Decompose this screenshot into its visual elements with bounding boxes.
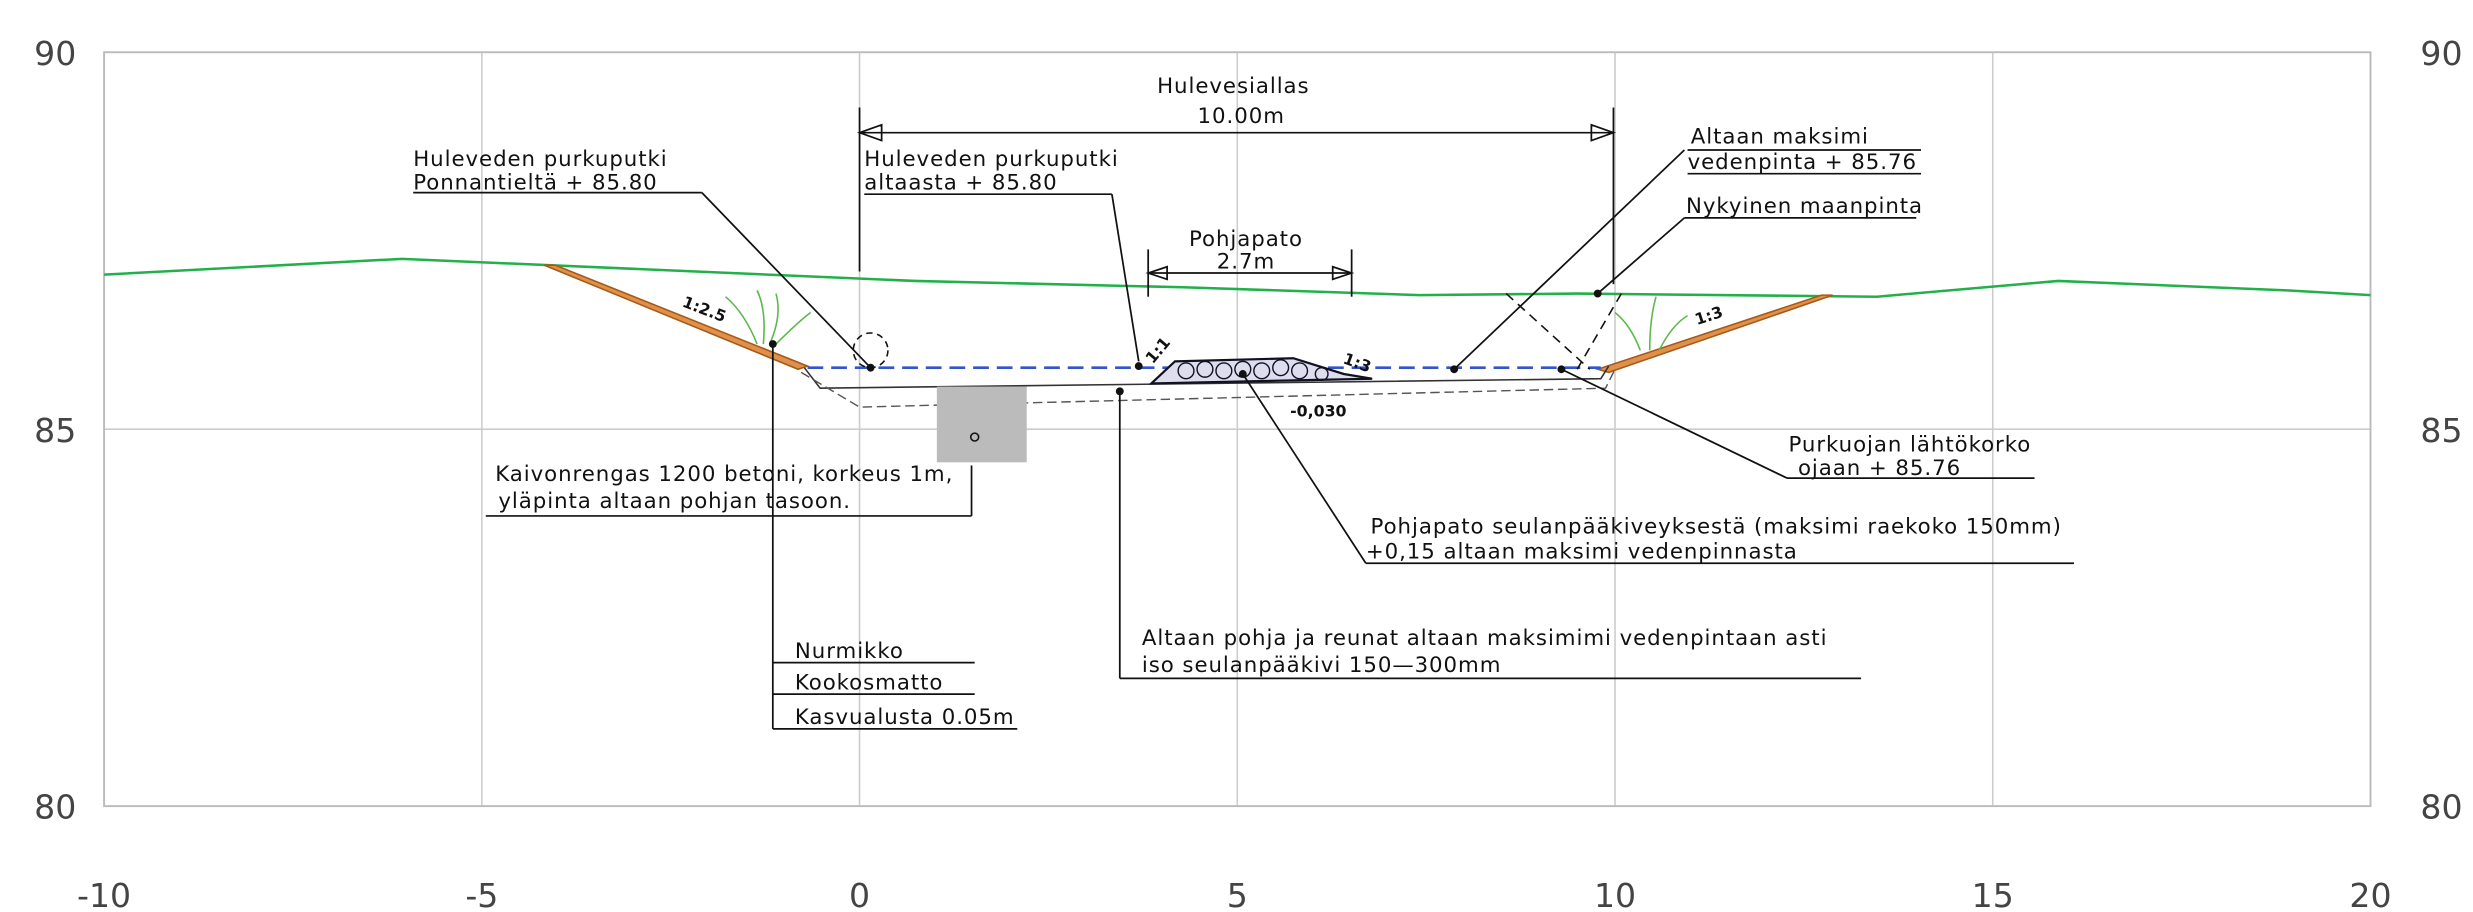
label: Kookosmatto [795,670,943,695]
basin-bottom [803,365,1610,389]
x-tick-label: 20 [2349,876,2391,912]
label: Pohjapato seulanpääkiveyksestä (maksimi … [1371,514,2062,539]
label: yläpinta altaan pohjan tasoon. [498,489,851,514]
label: Kaivonrengas 1200 betoni, korkeus 1m, [495,462,953,487]
label: vedenpinta + 85.76 [1688,150,1917,175]
gradient-label: -0,030 [1290,402,1346,421]
well-center [969,432,980,442]
label: Purkuojan lähtökorko [1789,432,2032,457]
frame [103,51,2372,808]
label: Hulevesiallas [1157,74,1309,99]
slope-label: 1:3 [1341,349,1374,377]
y-tick-label: 90 [34,34,76,73]
label: ojaan + 85.76 [1798,456,1961,481]
points [768,289,1602,396]
x-tick-label: -10 [77,876,131,912]
x-tick-label: 15 [1972,876,2014,912]
label: 10.00m [1198,104,1285,129]
label: Nurmikko [795,639,904,664]
basin-layer [800,368,1616,408]
y-tick-label: 80 [34,788,76,827]
x-tick-label: 0 [849,876,870,912]
x-tick-label: 5 [1227,876,1248,912]
label: Pohjapato [1189,227,1303,252]
ditch-line [1505,292,1591,370]
y-tick-label: 85 [2420,411,2462,450]
dimension [856,107,1617,297]
x-tick-label: 10 [1594,876,1636,912]
left-slope [543,264,810,371]
label: +0,15 altaan maksimi vedenpinnasta [1366,540,1798,565]
y-tick-label: 85 [34,411,76,450]
label: iso seulanpääkivi 150—300mm [1142,653,1502,678]
label: Ponnantieltä + 85.80 [413,170,657,195]
slope-label: 1:3 [1692,302,1725,329]
label: Altaan pohja ja reunat altaan maksimimi … [1142,626,1828,651]
existing-ground [104,257,2371,298]
label: Huleveden purkuputki [864,147,1118,172]
leader-lines [413,149,2074,730]
x-tick-label: -5 [465,876,498,912]
label: Huleveden purkuputki [413,147,667,172]
y-tick-label: 90 [2420,34,2462,73]
y-tick-label: 80 [2420,788,2462,827]
slope-label: 1:1 [1141,333,1174,367]
label: 2.7m [1217,249,1275,274]
bottom-dam [1148,357,1373,385]
grass [724,290,1688,351]
label: Kasvualusta 0.05m [795,705,1015,730]
label: Nykyinen maanpinta [1686,194,1923,219]
well [936,386,1027,463]
label: altaasta + 85.80 [864,170,1057,195]
label: Altaan maksimi [1691,125,1869,150]
pipe [852,332,889,369]
